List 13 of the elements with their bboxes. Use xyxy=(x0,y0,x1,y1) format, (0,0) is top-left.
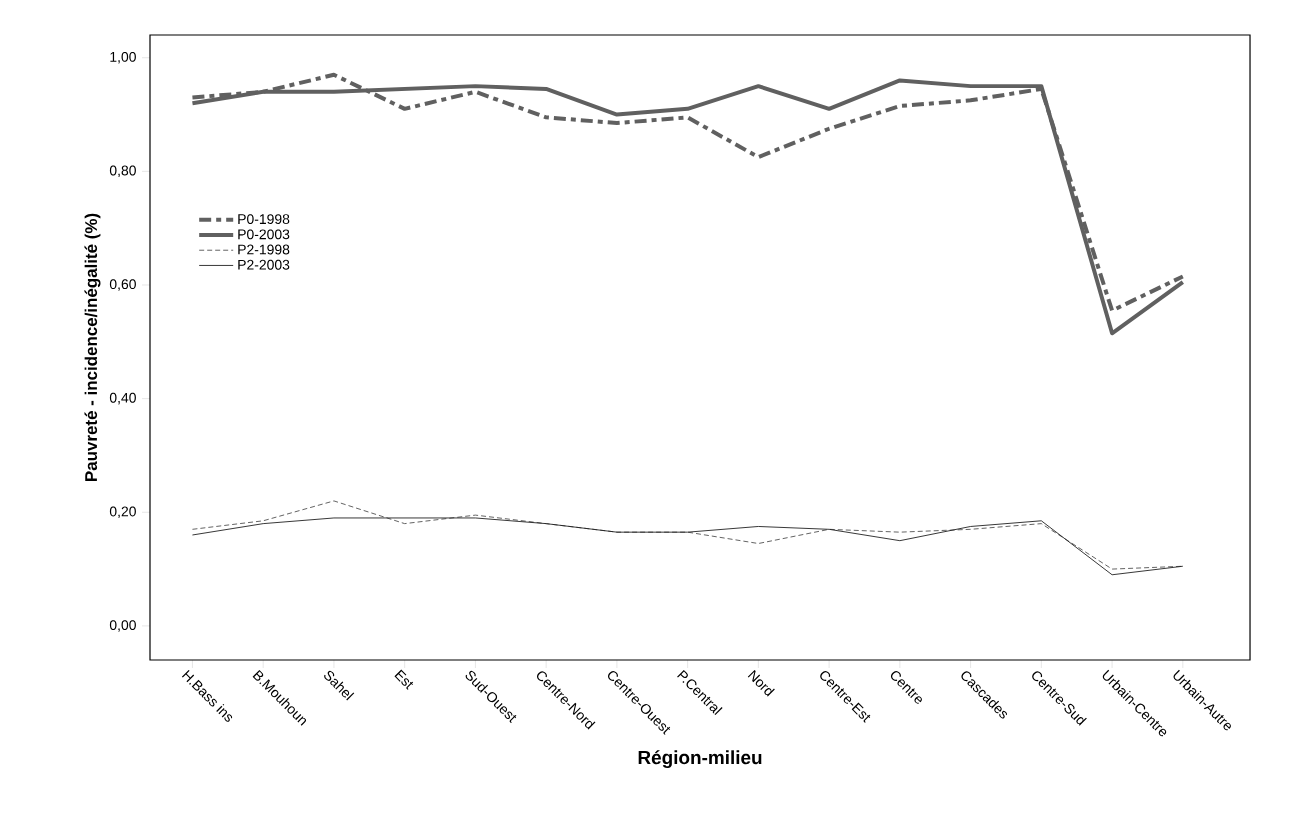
x-tick-label: Est xyxy=(394,669,414,690)
legend-label: P2-1998 xyxy=(238,244,290,255)
y-axis-title: Pauvreté - incidence/inégalité (%) xyxy=(84,213,101,481)
y-tick-label: 0,60 xyxy=(109,279,136,291)
y-tick-label: 1,00 xyxy=(110,51,136,64)
legend-label: P0-2003 xyxy=(238,229,290,240)
y-tick-label: 0,20 xyxy=(109,506,136,519)
legend-label: P2-2003 xyxy=(238,259,290,270)
y-tick-label: 0,40 xyxy=(109,392,136,405)
y-tick-label: 0,00 xyxy=(109,620,136,632)
legend-label: P0-1998 xyxy=(238,214,290,225)
y-tick-label: 0,80 xyxy=(109,165,136,178)
x-axis-title: Région-milieu xyxy=(638,750,762,769)
